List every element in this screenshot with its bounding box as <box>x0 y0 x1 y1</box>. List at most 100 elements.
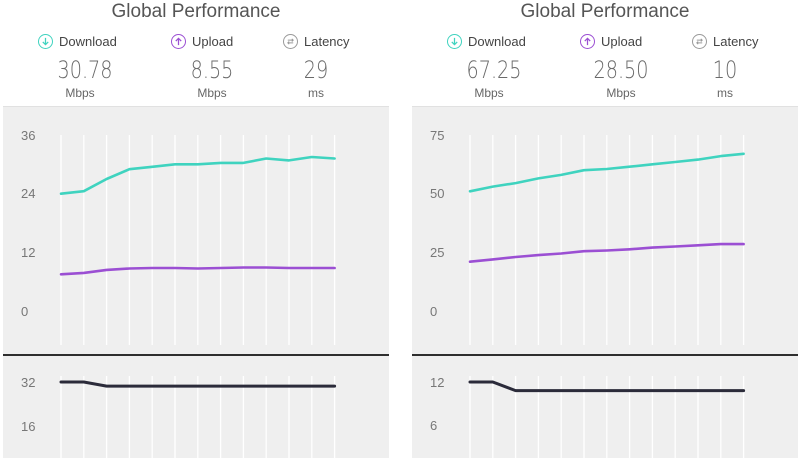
data-point <box>651 246 654 249</box>
data-point <box>174 163 176 166</box>
data-point <box>651 389 654 392</box>
chart-divider <box>3 354 389 356</box>
upload-arrow-icon <box>580 33 595 49</box>
data-point <box>60 192 62 195</box>
data-point <box>514 256 517 258</box>
data-point <box>674 245 677 248</box>
upload-unit: Mbps <box>197 86 227 100</box>
latency-unit: ms <box>308 86 324 100</box>
y-tick-label: 25 <box>430 245 444 260</box>
data-point <box>537 389 540 392</box>
data-point <box>288 385 290 388</box>
data-point <box>469 381 471 383</box>
data-point <box>288 159 290 162</box>
data-point <box>128 168 131 171</box>
data-point <box>697 389 699 392</box>
data-point <box>219 267 222 269</box>
data-point <box>674 161 677 163</box>
data-point <box>174 267 176 269</box>
data-point <box>265 266 268 269</box>
data-point <box>651 163 654 166</box>
latency-unit: ms <box>717 86 733 100</box>
upload-value: 8.55 <box>190 56 234 84</box>
data-point <box>128 385 131 388</box>
panel-title: Global Performance <box>520 1 690 22</box>
data-point <box>151 267 154 269</box>
data-point <box>196 385 199 388</box>
download-unit: Mbps <box>474 86 504 100</box>
download-arrow-icon <box>38 33 53 49</box>
y-tick-label: 32 <box>21 375 35 390</box>
upload-value: 28.50 <box>593 56 649 84</box>
latency-chart: 12 6 <box>430 375 746 458</box>
data-point <box>719 389 722 392</box>
data-point <box>105 269 108 271</box>
data-point <box>105 178 108 180</box>
data-point <box>151 385 154 388</box>
latency-label: Latency <box>713 33 759 49</box>
data-point <box>82 381 85 383</box>
data-point <box>742 243 745 246</box>
performance-panel-right: Global Performance Download Upload Laten… <box>412 0 798 458</box>
data-point <box>628 389 631 392</box>
data-point <box>628 165 631 168</box>
data-point <box>537 254 540 257</box>
data-point <box>242 161 245 164</box>
upload-legend: Upload <box>580 32 642 50</box>
y-tick-label: 24 <box>21 186 35 201</box>
data-point <box>560 173 563 176</box>
download-label: Download <box>468 33 526 49</box>
download-unit: Mbps <box>65 86 95 100</box>
data-point <box>219 385 222 388</box>
download-legend: Download <box>38 32 117 50</box>
data-point <box>491 185 494 188</box>
data-point <box>310 385 313 388</box>
data-point <box>333 267 336 269</box>
y-tick-label: 12 <box>21 245 35 260</box>
download-legend: Download <box>447 32 526 50</box>
data-point <box>605 168 608 170</box>
data-point <box>288 267 290 269</box>
data-point <box>128 267 131 270</box>
data-point <box>174 385 176 388</box>
upload-legend: Upload <box>171 32 233 50</box>
data-point <box>697 244 699 247</box>
data-point <box>60 381 62 383</box>
data-point <box>265 157 268 160</box>
data-point <box>196 163 199 166</box>
data-point <box>560 389 563 392</box>
data-point <box>674 389 677 392</box>
latency-value: 10 <box>712 56 738 84</box>
data-point <box>583 389 585 392</box>
data-point <box>537 177 540 180</box>
data-point <box>628 248 631 251</box>
panel-header: Global Performance Download Upload Laten… <box>3 0 389 107</box>
chart-divider <box>412 354 798 356</box>
performance-panel-left: Global Performance Download Upload Laten… <box>3 0 389 458</box>
data-point <box>333 385 336 388</box>
y-tick-label: 36 <box>21 128 35 143</box>
data-point <box>742 152 745 155</box>
data-point <box>82 271 85 274</box>
data-point <box>719 243 722 246</box>
latency-label: Latency <box>304 33 350 49</box>
data-point <box>583 250 585 253</box>
data-point <box>310 267 313 269</box>
panel-title: Global Performance <box>111 1 281 22</box>
y-tick-label: 50 <box>430 186 444 201</box>
y-tick-label: 12 <box>430 375 444 390</box>
data-point <box>82 190 85 193</box>
latency-chart: 32 16 <box>21 375 337 458</box>
data-point <box>105 385 108 388</box>
data-point <box>60 273 62 276</box>
data-point <box>151 165 154 168</box>
y-tick-label: 0 <box>21 304 28 319</box>
latency-value: 29 <box>303 56 329 84</box>
data-point <box>219 161 222 164</box>
y-tick-label: 16 <box>21 419 35 434</box>
data-point <box>242 266 245 269</box>
data-point <box>514 389 517 392</box>
data-point <box>469 190 471 193</box>
latency-icon <box>692 33 707 49</box>
data-point <box>719 155 722 158</box>
